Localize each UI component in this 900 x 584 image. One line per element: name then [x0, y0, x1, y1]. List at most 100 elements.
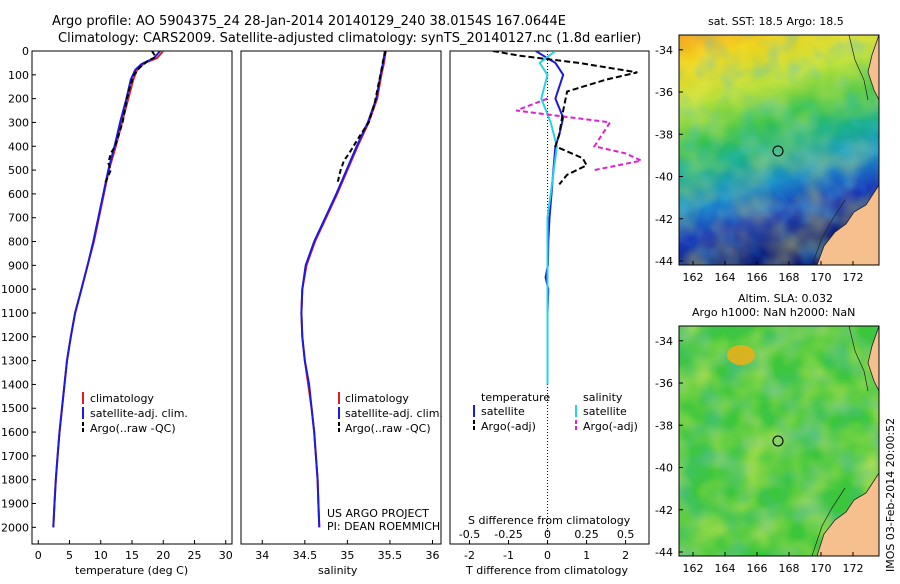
salinity-argo-line: [336, 51, 387, 185]
diff-salinity-satellite-line: [538, 51, 558, 385]
latitude-tick-label: -42: [655, 504, 673, 517]
project-annotation: US ARGO PROJECT: [327, 507, 429, 520]
legend-label-argo: Argo(..raw -QC): [345, 422, 431, 435]
latitude-tick-label: -38: [655, 128, 673, 141]
depth-tick-label: 1000: [1, 283, 29, 296]
difference-plot-frame: [449, 50, 650, 545]
legend-label-satellite: satellite-adj. clim.: [90, 407, 188, 420]
latitude-tick-label: -34: [655, 335, 673, 348]
bathymetry-contour: [811, 35, 869, 265]
sla-high-anomaly: [727, 345, 755, 365]
sla-map: Altim. SLA: 0.032 Argo h1000: NaN h2000:…: [655, 292, 880, 575]
salinity-tick-label: 35.5: [378, 549, 403, 562]
latitude-tick-label: -34: [655, 44, 673, 57]
depth-axis-ticks: 0 100 200 300 400 500 600 700 800 900 1000 1100 1200…: [1, 45, 36, 534]
salinity-panel: 34 34.5 35 35.5 36 salinity climatology sate…: [240, 50, 443, 577]
legend-label-t-satellite: satellite: [481, 405, 525, 418]
t-diff-tick-label: 1: [583, 549, 590, 562]
latitude-tick-label: -38: [655, 419, 673, 432]
sla-map-title-2: Argo h1000: NaN h2000: NaN: [692, 306, 855, 319]
temperature-tick-label: 0: [35, 549, 42, 562]
float-position-marker: [772, 435, 784, 447]
temperature-satellite-line: [52, 51, 161, 528]
sst-map: sat. SST: 18.5 Argo: 18.5 -34 -36 -38 -40 -4…: [655, 15, 880, 284]
latitude-tick-label: -36: [655, 86, 673, 99]
longitude-tick-label: 164: [715, 562, 736, 575]
longitude-tick-label: 172: [843, 271, 864, 284]
temperature-axis-ticks: 0 5 10 15 20 25 30: [35, 540, 233, 562]
longitude-tick-label: 162: [683, 562, 704, 575]
salinity-plot-frame: [240, 50, 442, 545]
latitude-tick-label: -36: [655, 377, 673, 390]
depth-tick-label: 1700: [1, 450, 29, 463]
longitude-tick-label: 162: [683, 271, 704, 284]
latitude-tick-label: -44: [655, 255, 673, 268]
diff-temperature-argo-line: [492, 51, 638, 186]
sst-map-frame: [678, 34, 880, 266]
salinity-tick-label: 34: [255, 549, 269, 562]
legend-label-t-argo: Argo(-adj): [481, 420, 536, 433]
legend-label-climatology: climatology: [90, 392, 154, 405]
s-diff-tick-label: -0.5: [459, 528, 480, 541]
depth-tick-label: 1800: [1, 474, 29, 487]
t-diff-tick-label: 2: [622, 549, 629, 562]
land-mass: [816, 472, 879, 556]
salinity-legend: climatology satellite-adj. clim. Argo(..…: [338, 392, 443, 435]
land-mass-north: [867, 326, 879, 392]
sst-map-title: sat. SST: 18.5 Argo: 18.5: [708, 15, 844, 28]
depth-tick-label: 700: [8, 212, 29, 225]
salinity-tick-label: 36: [425, 549, 439, 562]
temperature-plot-frame: [31, 50, 233, 545]
salinity-tick-label: 35: [340, 549, 354, 562]
depth-tick-label: 1200: [1, 331, 29, 344]
legend-title-temperature: temperature: [481, 391, 550, 404]
depth-tick-label: 2000: [1, 521, 29, 534]
sla-map-title-1: Altim. SLA: 0.032: [738, 292, 833, 305]
pi-annotation: PI: DEAN ROEMMICH: [327, 520, 440, 533]
salinity-axis-ticks: 34 34.5 35 35.5 36: [255, 540, 439, 562]
t-diff-tick-label: -2: [464, 549, 475, 562]
temperature-argo-line: [103, 51, 158, 185]
land-mass-north: [867, 35, 879, 101]
temperature-legend: climatology satellite-adj. clim. Argo(..…: [82, 392, 188, 435]
s-difference-axis-label: S difference from climatology: [468, 514, 631, 527]
temperature-panel: 0100200300400500600700800900100011001200…: [1, 45, 233, 577]
depth-tick-label: 600: [8, 188, 29, 201]
depth-tick-label: 800: [8, 236, 29, 249]
longitude-tick-label: 164: [715, 271, 736, 284]
salinity-axis-label: salinity: [318, 564, 358, 577]
latitude-tick-label: -42: [655, 213, 673, 226]
salinity-series: [300, 51, 387, 528]
latitude-tick-label: -40: [655, 171, 673, 184]
difference-legend: temperature salinity satellite Argo(-adj…: [473, 391, 638, 433]
depth-tick-label: 1500: [1, 402, 29, 415]
depth-tick-label: 100: [8, 69, 29, 82]
depth-tick-label: 1400: [1, 378, 29, 391]
salinity-tick-label: 34.5: [293, 549, 318, 562]
legend-label-s-argo: Argo(-adj): [583, 420, 638, 433]
sla-map-ticks: -34 -36 -38 -40 -42 -44 162 164 166 168 170 172: [655, 335, 863, 575]
latitude-tick-label: -44: [655, 546, 673, 559]
temperature-series: [52, 51, 165, 528]
sla-map-frame: [678, 325, 880, 557]
s-diff-tick-label: 0.5: [617, 528, 635, 541]
figure-title-line2: Climatology: CARS2009. Satellite-adjuste…: [58, 31, 641, 46]
longitude-tick-label: 170: [811, 562, 832, 575]
temperature-tick-label: 15: [125, 549, 139, 562]
temperature-axis-label: temperature (deg C): [75, 564, 188, 577]
diff-salinity-argo-line: [515, 97, 645, 172]
figure-title-line1: Argo profile: AO 5904375_24 28-Jan-2014 …: [52, 14, 566, 29]
longitude-tick-label: 172: [843, 562, 864, 575]
depth-tick-label: 300: [8, 116, 29, 129]
longitude-tick-label: 168: [779, 562, 800, 575]
latitude-tick-label: -40: [655, 462, 673, 475]
legend-label-climatology: climatology: [345, 392, 409, 405]
temperature-tick-label: 20: [156, 549, 170, 562]
depth-tick-label: 400: [8, 140, 29, 153]
legend-label-argo: Argo(..raw -QC): [90, 422, 176, 435]
depth-tick-label: 500: [8, 164, 29, 177]
difference-series: [492, 51, 645, 544]
longitude-tick-label: 168: [779, 271, 800, 284]
